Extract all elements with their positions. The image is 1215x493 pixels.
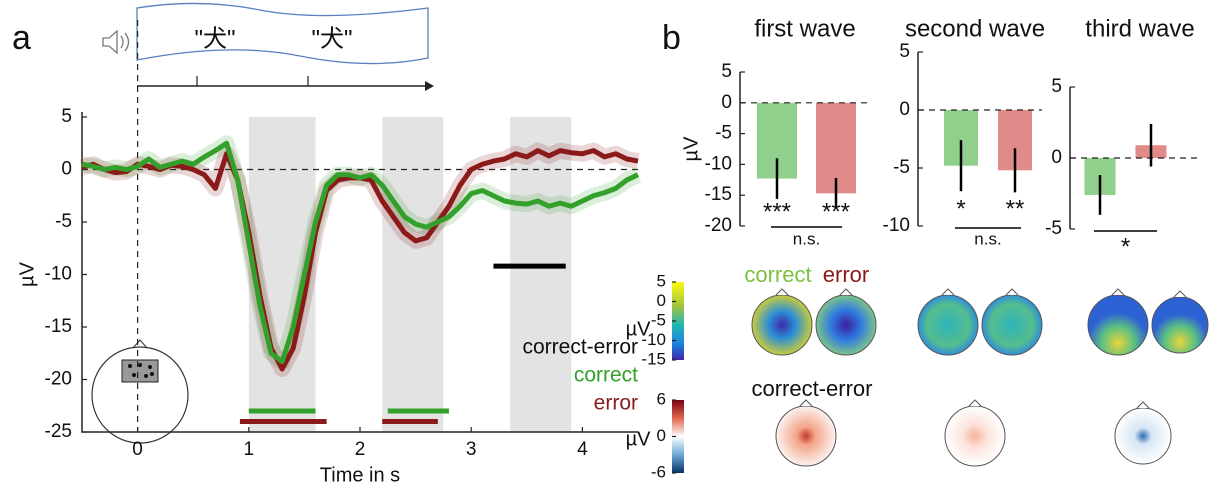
topomaps: [751, 288, 1209, 467]
colorbar-tick-label: -10: [641, 330, 666, 349]
colorbar: [672, 400, 684, 473]
x-axis-label: Time in s: [320, 464, 400, 486]
line: [81, 140, 640, 365]
y-axis-label: µV: [680, 136, 702, 162]
x-tick-label: 1: [244, 439, 255, 460]
y-tick-label: -20: [705, 215, 732, 236]
stimulus-word: "犬": [311, 25, 352, 52]
annotation: *: [956, 195, 965, 222]
y-tick-label: -5: [55, 211, 72, 232]
colorbar-label: µV: [626, 318, 652, 340]
stimulus: "犬" "犬": [102, 2, 434, 91]
chart-title: first wave: [754, 15, 855, 42]
annotation: n.s.: [974, 229, 1001, 248]
colorbar-tick-label: 0: [657, 291, 666, 310]
colorbar-tick-label: 5: [657, 271, 666, 290]
y-tick-label: 0: [899, 99, 910, 120]
legend-entry: error: [594, 392, 638, 415]
stimulus-word: "犬": [194, 25, 235, 52]
colorbar-tick-label: 6: [657, 389, 666, 408]
legend-entry: correct-error: [522, 336, 638, 359]
analysis-window: [382, 117, 444, 432]
annotation: **: [1006, 195, 1025, 222]
y-tick-label: -10: [883, 215, 910, 236]
x-tick-label: 3: [466, 439, 477, 460]
y-tick-label: -15: [45, 316, 72, 337]
y-tick-label: -15: [705, 184, 732, 205]
chart-title: third wave: [1085, 15, 1194, 42]
y-tick-label: -10: [45, 264, 72, 285]
y-tick-label: 0: [61, 159, 72, 180]
y-tick-label: -5: [715, 123, 732, 144]
colorbar-label: µV: [626, 428, 652, 450]
y-tick-label: -20: [45, 369, 72, 390]
difference-label: correct-error: [751, 376, 872, 401]
annotation: n.s.: [793, 229, 820, 248]
x-tick-label: 4: [577, 439, 588, 460]
colorbar-tick-label: -15: [641, 349, 666, 368]
colorbar-tick-label: -6: [651, 462, 666, 481]
y-tick-label: 5: [1051, 76, 1062, 97]
y-tick-label: 0: [1051, 147, 1062, 168]
y-tick-label: 5: [721, 61, 732, 82]
y-axis-label: µV: [16, 261, 38, 287]
annotation: ***: [822, 198, 850, 225]
y-tick-label: -25: [45, 421, 72, 442]
head-icon: [91, 339, 189, 444]
colorbar-tick-label: 0: [657, 426, 666, 445]
x-tick-label: 0: [132, 439, 143, 460]
annotation: ***: [763, 198, 791, 225]
panel-label: b: [662, 19, 681, 57]
condition-label: correct: [744, 262, 811, 287]
condition-label: error: [823, 262, 869, 287]
y-tick-label: 5: [899, 41, 910, 62]
y-tick-label: -5: [893, 157, 910, 178]
panel-label: a: [12, 19, 31, 57]
annotation: *: [1121, 233, 1130, 260]
y-tick-label: -5: [1045, 218, 1062, 239]
y-tick-label: 5: [61, 106, 72, 127]
colorbar-tick-label: -5: [651, 310, 666, 329]
legend-entry: correct: [574, 364, 638, 387]
y-tick-label: 0: [721, 92, 732, 113]
y-tick-label: -10: [705, 153, 732, 174]
chart-title: second wave: [905, 15, 1045, 42]
analysis-window: [510, 117, 572, 432]
x-tick-label: 2: [355, 439, 366, 460]
